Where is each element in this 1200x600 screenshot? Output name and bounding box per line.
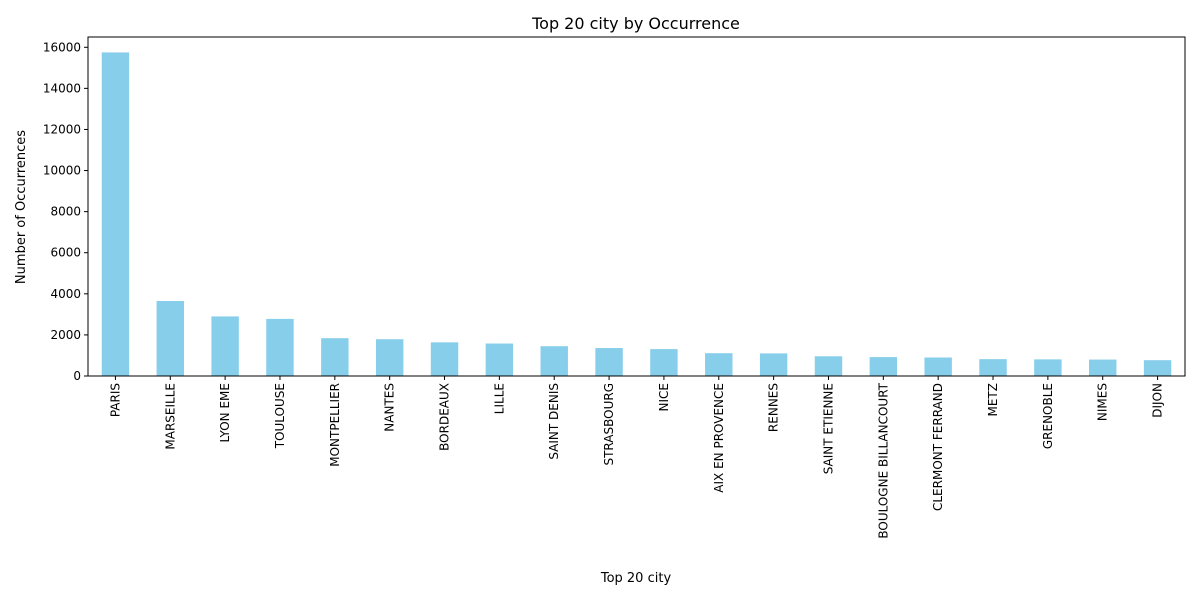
x-tick-label: NIMES [1096,383,1110,421]
y-axis-title: Number of Occurrences [14,130,29,284]
x-tick-label: BORDEAUX [438,383,452,451]
bar [1034,359,1062,376]
x-tick-label: METZ [986,383,1000,417]
y-tick-label: 16000 [43,40,81,54]
x-tick-label: LYON EME [218,383,232,443]
bar [375,339,404,376]
y-tick-label: 4000 [50,287,81,301]
bar [211,316,239,376]
bar [321,338,349,376]
x-tick-label: AIX EN PROVENCE [712,383,726,493]
plot-area: 0 2000 4000 6000 8000 10000 12000 14000 16000 PA… [43,36,1186,539]
bar [266,318,294,376]
x-tick-label: MONTPELLIER [328,383,342,467]
x-tick-label: TOULOUSE [273,383,287,449]
y-tick-label: 12000 [43,122,81,136]
x-tick-label: GRENOBLE [1041,383,1055,449]
bar [1089,359,1117,376]
bar [540,346,568,376]
bar [156,301,184,376]
x-tick-label: NICE [657,383,671,411]
bar [814,356,843,376]
bar [705,353,733,376]
x-tick-label: CLERMONT FERRAND [931,383,945,511]
y-axis: 0 2000 4000 6000 8000 10000 12000 14000 16000 [43,40,88,383]
x-tick-label: DIJON [1151,383,1165,418]
y-tick-label: 14000 [43,81,81,95]
y-tick-label: 8000 [50,205,81,219]
x-tick-label: PARIS [108,383,122,417]
x-tick-label: SAINT ETIENNE [821,383,835,474]
bar [759,353,788,376]
x-tick-label: LILLE [492,383,506,414]
x-tick-label: BOULOGNE BILLANCOURT [876,382,890,538]
x-axis: PARIS MARSEILLE LYON EME TOULOUSE MONTPELLIE… [108,376,1165,539]
y-tick-label: 6000 [50,246,81,260]
x-tick-label: STRASBOURG [602,383,616,466]
bar [979,359,1007,376]
x-tick-label: MARSEILLE [163,383,177,450]
bar [650,349,678,376]
bar [869,357,898,376]
y-tick-label: 10000 [43,164,81,178]
bar [1143,360,1172,376]
y-tick-label: 0 [73,369,81,383]
bar [595,348,623,376]
bar [924,357,952,376]
x-tick-label: SAINT DENIS [547,383,561,460]
y-tick-label: 2000 [50,328,81,342]
x-axis-title: Top 20 city [600,571,672,586]
bar [101,52,130,377]
bars [101,52,1172,377]
x-tick-label: RENNES [767,383,781,432]
bar [485,343,514,376]
axes-frame [87,36,1186,377]
bar [430,342,459,376]
x-tick-label: NANTES [383,383,397,432]
chart-title: Top 20 city by Occurrence [531,14,740,33]
